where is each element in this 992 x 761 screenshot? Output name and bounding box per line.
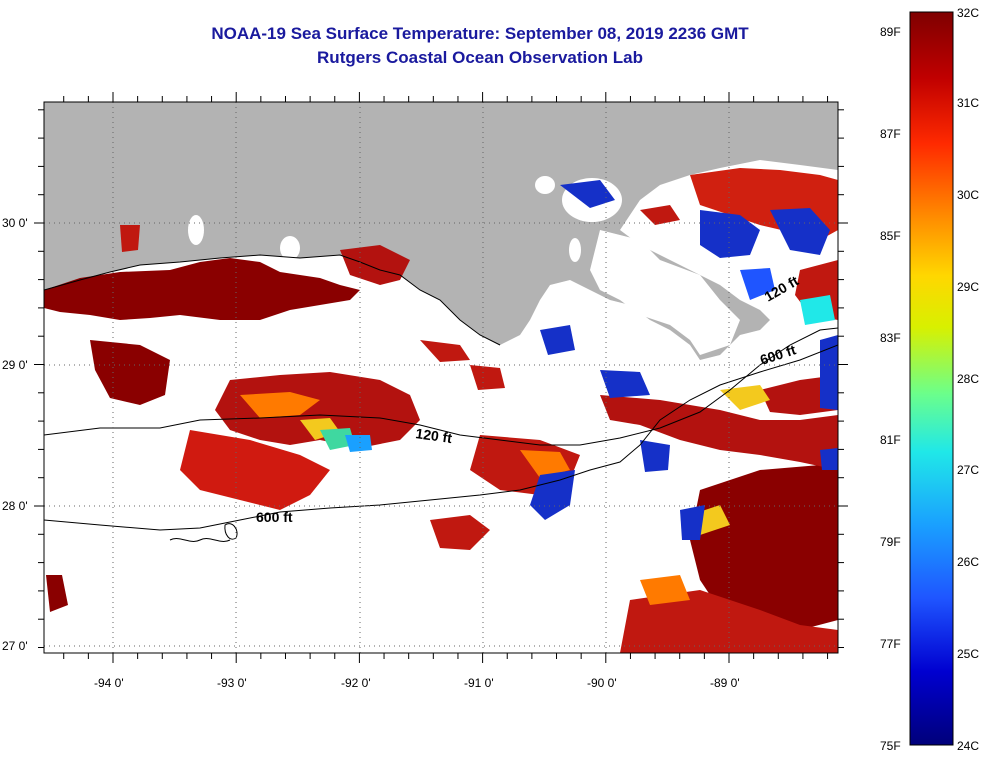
lake-maurepas (535, 176, 555, 194)
lon-label-94: -94 0' (94, 676, 124, 690)
bathymetry-contours (44, 254, 838, 542)
lake-mid (280, 236, 300, 260)
cbar-c-29: 29C (957, 280, 979, 294)
cbar-f-81: 81F (880, 433, 901, 447)
cbar-c-24: 24C (957, 739, 979, 753)
cbar-c-31: 31C (957, 96, 979, 110)
cbar-c-28: 28C (957, 372, 979, 386)
lon-label-92: -92 0' (341, 676, 371, 690)
contour-label-2: 600 ft (256, 509, 293, 525)
lon-label-90: -90 0' (587, 676, 617, 690)
sst-mid-patches (240, 295, 835, 605)
cbar-c-25: 25C (957, 647, 979, 661)
cbar-c-32: 32C (957, 6, 979, 20)
map-title: NOAA-19 Sea Surface Temperature: Septemb… (211, 24, 749, 43)
cbar-f-83: 83F (880, 331, 901, 345)
cbar-f-77: 77F (880, 637, 901, 651)
contour-label-1: 120 ft (415, 425, 454, 446)
cbar-f-89: 89F (880, 25, 901, 39)
lat-label-29: 29 0' (2, 358, 28, 372)
cbar-f-85: 85F (880, 229, 901, 243)
lat-label-27: 27 0' (2, 639, 28, 653)
sst-cool-patches (530, 180, 838, 540)
cbar-f-75: 75F (880, 739, 901, 753)
lon-label-93: -93 0' (217, 676, 247, 690)
graticule (44, 102, 838, 653)
lon-label-89: -89 0' (710, 676, 740, 690)
lat-label-28: 28 0' (2, 499, 28, 513)
breton-sound (590, 230, 740, 355)
cbar-c-30: 30C (957, 188, 979, 202)
axis-ticks (34, 92, 848, 663)
lon-label-91: -91 0' (464, 676, 494, 690)
lat-label-30: 30 0' (2, 216, 28, 230)
cbar-c-26: 26C (957, 555, 979, 569)
coast-line (44, 254, 501, 346)
lake-small (569, 238, 581, 262)
cbar-c-27: 27C (957, 463, 979, 477)
map-frame (43, 101, 839, 654)
lake-west (188, 215, 204, 245)
contour-600ft (44, 344, 838, 531)
sst-warm-patches (44, 168, 838, 653)
colorbar (909, 11, 954, 746)
map-subtitle: Rutgers Coastal Ocean Observation Lab (317, 48, 643, 67)
cbar-f-79: 79F (880, 535, 901, 549)
cbar-f-87: 87F (880, 127, 901, 141)
contour-120ft (44, 327, 838, 446)
